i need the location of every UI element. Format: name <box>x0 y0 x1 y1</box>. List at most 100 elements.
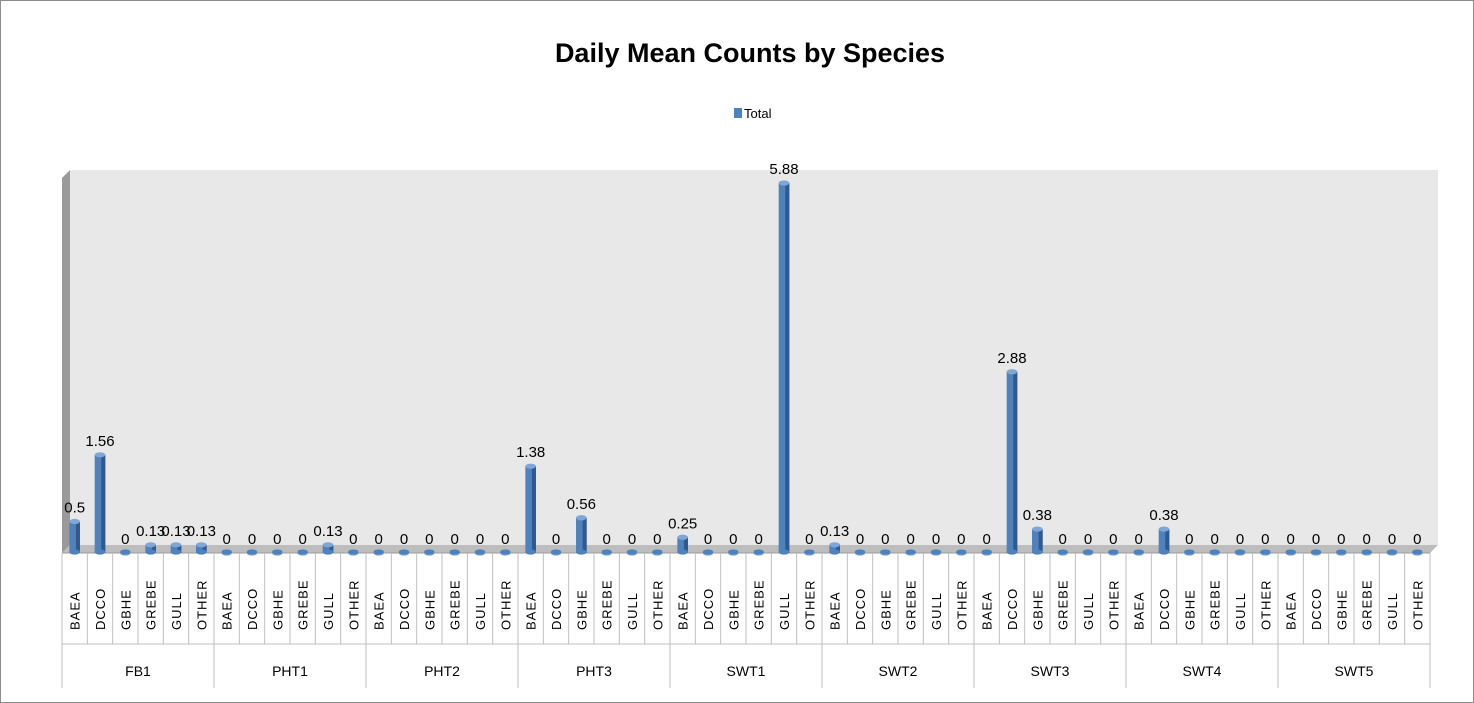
data-label: 0 <box>906 531 914 548</box>
legend: Total <box>734 106 772 121</box>
category-label: DCCO <box>1157 588 1172 630</box>
bar <box>1234 549 1246 556</box>
group-label: SWT5 <box>1335 663 1374 679</box>
category-label: GREBE <box>600 579 615 630</box>
data-label: 0 <box>552 531 560 548</box>
category-label: GBHE <box>878 589 893 630</box>
bar-base <box>145 549 156 555</box>
group-label: SWT4 <box>1183 663 1222 679</box>
bar <box>246 549 258 556</box>
data-label: 0 <box>1058 531 1066 548</box>
bar <box>120 549 131 556</box>
bar-base <box>525 549 536 555</box>
bar <box>905 549 916 556</box>
category-label: GULL <box>1385 592 1400 630</box>
bar <box>550 549 562 556</box>
data-label: 0 <box>881 531 889 548</box>
bar-base <box>854 549 866 555</box>
bar <box>601 549 612 556</box>
data-label: 0 <box>450 531 458 548</box>
bar-base <box>778 549 790 555</box>
legend-label: Total <box>744 106 772 121</box>
category-label: GULL <box>1233 592 1248 630</box>
bar <box>221 549 232 556</box>
bar <box>272 549 283 556</box>
bar-shade <box>1165 529 1170 553</box>
data-label: 0 <box>704 531 712 548</box>
bar <box>94 452 106 555</box>
category-label: GREBE <box>296 579 311 630</box>
bar <box>525 463 536 555</box>
bar-cap <box>196 542 207 548</box>
category-label: GBHE <box>726 589 741 630</box>
bar <box>348 549 359 556</box>
category-label: GULL <box>625 592 640 630</box>
data-label: 0 <box>374 531 382 548</box>
data-label: 0.13 <box>820 523 849 540</box>
data-label: 0 <box>425 531 433 548</box>
data-label: 0 <box>729 531 737 548</box>
bar-base <box>1234 549 1246 555</box>
bar-base <box>728 549 739 555</box>
bar <box>677 534 688 555</box>
bar <box>854 549 866 556</box>
bar-body <box>69 521 80 553</box>
category-label: GULL <box>777 592 792 630</box>
bar-base <box>1209 549 1220 555</box>
bar-body <box>145 544 156 553</box>
bar <box>170 542 182 555</box>
bar <box>778 180 790 555</box>
bar-base <box>1057 549 1068 555</box>
data-label: 0 <box>1236 531 1244 548</box>
bar-cap <box>145 542 156 548</box>
chart-title: Daily Mean Counts by Species <box>555 38 945 68</box>
bar-base <box>1108 549 1119 555</box>
category-label: DCCO <box>853 588 868 630</box>
bar-body <box>778 183 790 553</box>
data-label: 5.88 <box>769 161 798 178</box>
category-label: BAEA <box>1132 591 1147 630</box>
group-label: PHT2 <box>424 663 460 679</box>
bar-base <box>373 549 384 555</box>
bar <box>829 542 840 555</box>
data-label: 0 <box>400 531 408 548</box>
bar-base <box>1361 549 1372 555</box>
category-label: DCCO <box>1005 588 1020 630</box>
bar-body <box>1006 371 1018 553</box>
category-label: GULL <box>473 592 488 630</box>
bar-base <box>601 549 612 555</box>
data-label: 1.56 <box>85 433 114 450</box>
data-label: 0 <box>1109 531 1117 548</box>
back-wall <box>70 170 1438 545</box>
bar <box>1285 549 1296 556</box>
category-label: GULL <box>169 592 184 630</box>
bar <box>880 549 891 556</box>
bar <box>1133 549 1144 556</box>
bar-cap <box>576 515 587 521</box>
category-axis: BAEA DCCO GBHE GREBE GULL OTHER FB1 BAEA DCCO GBH… <box>61 553 1431 688</box>
category-label: BAEA <box>524 591 539 630</box>
category-label: BAEA <box>68 591 83 630</box>
bar <box>1412 549 1423 556</box>
data-label: 0 <box>248 531 256 548</box>
category-label: GBHE <box>1030 589 1045 630</box>
bar <box>1082 549 1094 556</box>
bar-body <box>829 544 840 553</box>
bar <box>1336 549 1347 556</box>
group-label: SWT2 <box>879 663 918 679</box>
data-label: 0 <box>1362 531 1370 548</box>
category-label: GBHE <box>1182 589 1197 630</box>
bar-base <box>1158 549 1170 555</box>
category-label: GREBE <box>1056 579 1071 630</box>
data-label: 0 <box>121 531 129 548</box>
data-label: 0.56 <box>567 496 596 513</box>
category-label: OTHER <box>498 580 513 631</box>
bar-base <box>829 549 840 555</box>
category-label: GULL <box>929 592 944 630</box>
bar-body <box>322 544 334 553</box>
bar-base <box>1006 549 1018 555</box>
category-label: OTHER <box>1258 580 1273 631</box>
bar-base <box>474 549 486 555</box>
category-label: OTHER <box>1106 580 1121 631</box>
bar-marks: 0.51.560 0.130.130.13 0 0 0 0 0.13 0 0 0 0 0 0 01.380… <box>64 161 1423 556</box>
